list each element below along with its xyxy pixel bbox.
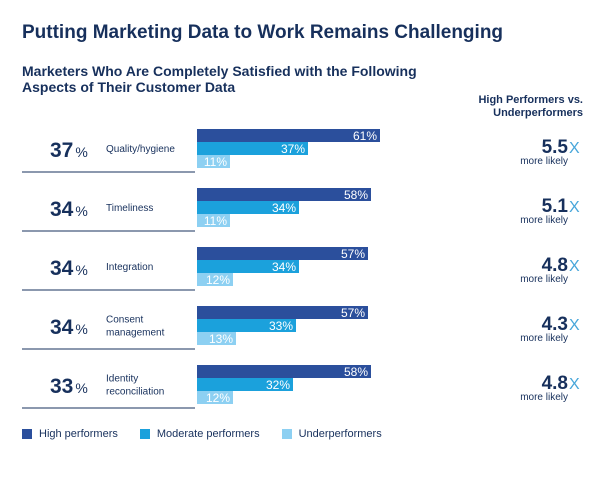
category-label: Integration: [106, 262, 153, 273]
bar-moderate: [197, 142, 308, 155]
chart-subtitle: Marketers Who Are Completely Satisfied w…: [22, 63, 417, 95]
bar-moderate: [197, 378, 293, 391]
ratio-column-header: High Performers vs. Underperformers: [478, 94, 583, 119]
legend-label-moderate: Moderate performers: [156, 428, 260, 440]
legend-item-high-performers: High performers: [22, 428, 118, 440]
bar-under: [197, 332, 236, 345]
bar-moderate: [197, 201, 299, 214]
ratio-value: 4.8: [542, 255, 568, 276]
ratio-caption: more likely: [520, 274, 568, 285]
bar-value-label: 12%: [206, 273, 230, 287]
bar-value-label: 12%: [206, 391, 230, 405]
bar-value-label: 57%: [341, 247, 365, 261]
ratio-value: 5.1: [542, 196, 569, 217]
category-label: management: [106, 328, 165, 339]
bar-value-label: 37%: [281, 142, 305, 156]
bar-high: [197, 306, 368, 319]
category-label: Consent: [106, 315, 143, 326]
legend-item-underperformers: Underperformers: [281, 428, 382, 440]
legend-swatch-moderate: [139, 429, 150, 439]
bar-value-label: 34%: [272, 201, 296, 215]
category-label: Timeliness: [106, 203, 153, 214]
legend-swatch-under: [281, 429, 292, 439]
ratio-caption: more likely: [520, 215, 568, 226]
overall-value: 37%: [50, 139, 88, 162]
ratio-caption: more likely: [520, 156, 568, 167]
bar-value-label: 57%: [341, 306, 365, 320]
ratio-value: 5.5: [542, 137, 569, 158]
legend-label-under: Underperformers: [298, 428, 382, 440]
legend-item-moderate-performers: Moderate performers: [139, 428, 260, 440]
ratio-caption: more likely: [520, 392, 568, 403]
bar-moderate: [197, 260, 299, 273]
ratio-value: 4.8: [542, 373, 568, 394]
bar-value-label: 13%: [209, 332, 233, 346]
bar-value-label: 11%: [204, 155, 227, 169]
bar-value-label: 32%: [266, 378, 290, 392]
bar-moderate: [197, 319, 296, 332]
ratio-suffix: X: [569, 140, 580, 157]
legend-swatch-high: [22, 429, 32, 439]
ratio-value: 4.3: [542, 314, 568, 335]
bar-value-label: 34%: [272, 260, 296, 274]
category-label: Identity: [106, 374, 138, 385]
ratio-suffix: X: [569, 317, 580, 334]
bar-value-label: 58%: [344, 365, 368, 379]
bar-value-label: 33%: [269, 319, 293, 333]
bar-under: [197, 391, 233, 404]
bar-value-label: 11%: [204, 214, 227, 228]
bar-value-label: 58%: [344, 188, 368, 202]
ratio-suffix: X: [569, 258, 580, 275]
bar-high: [197, 247, 368, 260]
ratio-caption: more likely: [520, 333, 568, 344]
bar-high: [197, 365, 371, 378]
legend-label-high: High performers: [39, 428, 118, 440]
bar-value-label: 61%: [353, 129, 377, 143]
bar-high: [197, 188, 371, 201]
bar-under: [197, 214, 230, 227]
overall-value: 34%: [50, 257, 88, 280]
bar-under: [197, 155, 230, 168]
category-label: Quality/hygiene: [106, 144, 175, 155]
page-title: Putting Marketing Data to Work Remains C…: [22, 22, 504, 43]
overall-value: 33%: [50, 375, 88, 398]
bar-high: [197, 129, 380, 142]
bar-under: [197, 273, 233, 286]
chart-legend: High performers Moderate performers Unde…: [22, 428, 404, 440]
overall-value: 34%: [50, 316, 88, 339]
overall-value: 34%: [50, 198, 88, 221]
ratio-suffix: X: [569, 376, 580, 393]
ratio-suffix: X: [569, 199, 580, 216]
category-label: reconciliation: [106, 387, 164, 398]
